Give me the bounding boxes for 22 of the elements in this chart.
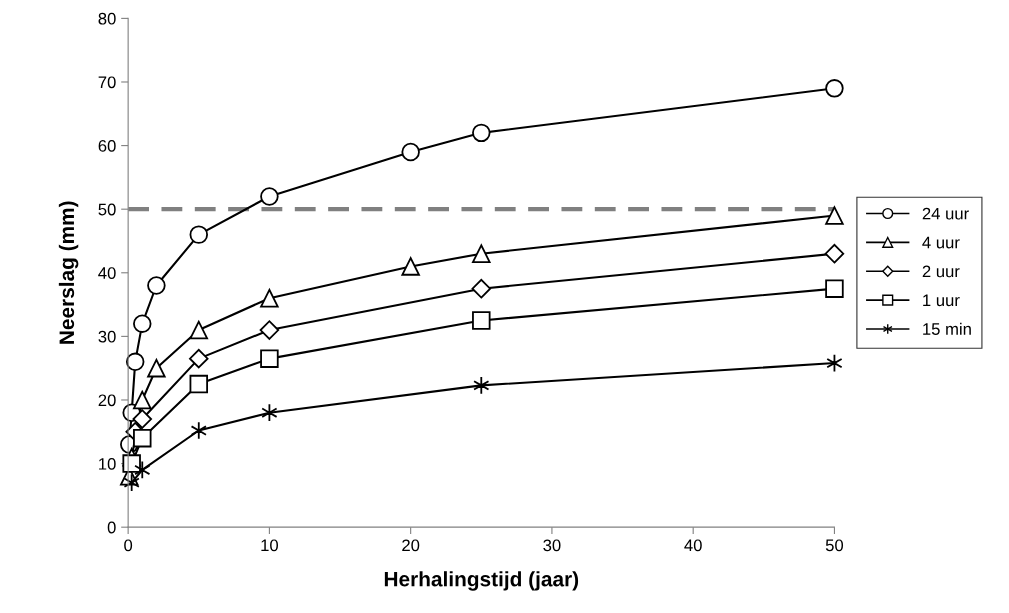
x-tick-label: 40 [684, 539, 702, 552]
y-tick-label: 60 [98, 139, 116, 152]
y-tick-label: 10 [99, 457, 116, 470]
legend-label: 24 uur [922, 207, 969, 220]
x-tick-label: 10 [261, 539, 279, 552]
y-tick-label: 0 [107, 521, 116, 534]
y-axis-title: Neerslag (mm) [58, 201, 79, 344]
x-tick-label: 20 [402, 539, 420, 552]
legend-label: 15 min [923, 322, 971, 335]
y-tick-label: 40 [98, 267, 116, 279]
y-tick-label: 20 [98, 394, 116, 407]
x-tick-label: 50 [825, 539, 844, 552]
x-tick-label: 30 [543, 539, 561, 552]
x-axis-title: Herhalingstijd (jaar) [384, 571, 579, 591]
legend-label: 4 uur [922, 236, 960, 249]
y-tick-label: 70 [98, 76, 116, 89]
x-tick-label: 0 [124, 539, 133, 552]
y-tick-label: 30 [98, 330, 116, 343]
legend-label: 2 uur [922, 265, 960, 278]
y-tick-label: 50 [98, 203, 116, 216]
legend-label: 1 uur [923, 294, 960, 307]
y-tick-label: 80 [98, 12, 116, 25]
